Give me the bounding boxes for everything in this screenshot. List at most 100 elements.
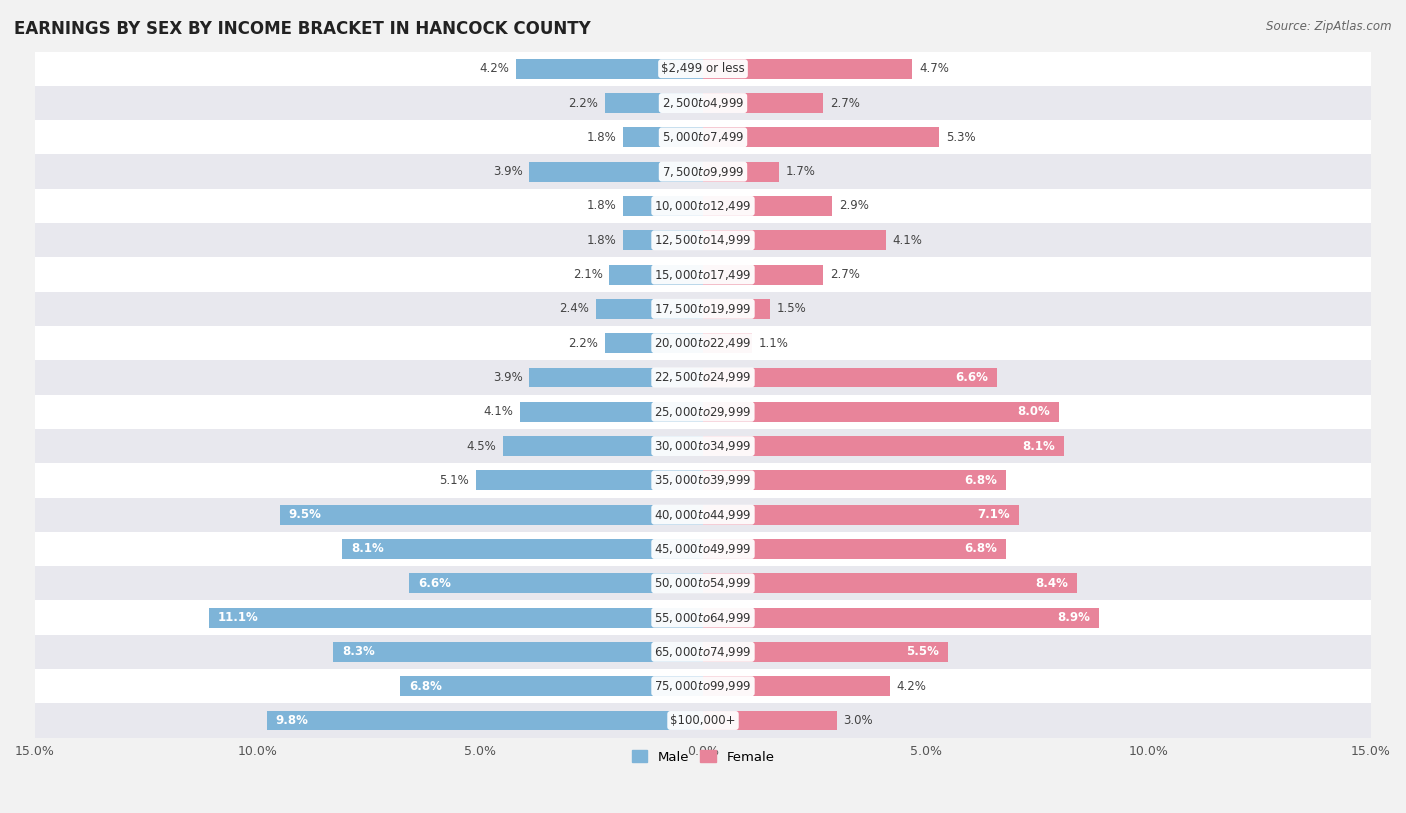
Bar xyxy=(703,642,948,662)
Bar xyxy=(703,128,939,147)
Bar xyxy=(703,676,890,696)
Text: $30,000 to $34,999: $30,000 to $34,999 xyxy=(654,439,752,453)
Text: $25,000 to $29,999: $25,000 to $29,999 xyxy=(654,405,752,419)
Text: 8.0%: 8.0% xyxy=(1018,405,1050,418)
Bar xyxy=(267,711,703,730)
Text: 2.4%: 2.4% xyxy=(560,302,589,315)
Text: 3.0%: 3.0% xyxy=(844,714,873,727)
Bar xyxy=(35,120,1371,154)
Bar xyxy=(35,601,1371,635)
Text: $7,500 to $9,999: $7,500 to $9,999 xyxy=(662,165,744,179)
Text: 8.9%: 8.9% xyxy=(1057,611,1091,624)
Bar xyxy=(208,607,703,628)
Text: 5.3%: 5.3% xyxy=(946,131,976,144)
Bar xyxy=(703,230,886,250)
Bar xyxy=(333,642,703,662)
Text: 8.3%: 8.3% xyxy=(342,646,375,659)
Bar xyxy=(35,498,1371,532)
Text: 7.1%: 7.1% xyxy=(977,508,1011,521)
Text: 8.4%: 8.4% xyxy=(1035,576,1069,589)
Bar xyxy=(280,505,703,524)
Bar xyxy=(35,566,1371,601)
Bar xyxy=(605,333,703,353)
Bar xyxy=(35,258,1371,292)
Text: $2,499 or less: $2,499 or less xyxy=(661,63,745,76)
Text: 6.8%: 6.8% xyxy=(965,474,997,487)
Bar xyxy=(703,264,824,285)
Bar xyxy=(409,573,703,593)
Bar xyxy=(703,299,770,319)
Bar xyxy=(35,463,1371,498)
Bar xyxy=(529,367,703,388)
Text: 1.7%: 1.7% xyxy=(786,165,815,178)
Text: 1.1%: 1.1% xyxy=(759,337,789,350)
Text: 1.5%: 1.5% xyxy=(776,302,806,315)
Bar xyxy=(35,154,1371,189)
Bar xyxy=(703,93,824,113)
Text: $5,000 to $7,499: $5,000 to $7,499 xyxy=(662,130,744,145)
Bar xyxy=(605,93,703,113)
Text: 9.5%: 9.5% xyxy=(288,508,322,521)
Text: 6.6%: 6.6% xyxy=(955,371,988,384)
Text: $2,500 to $4,999: $2,500 to $4,999 xyxy=(662,96,744,110)
Bar xyxy=(623,230,703,250)
Text: 1.8%: 1.8% xyxy=(586,234,616,247)
Bar xyxy=(35,189,1371,223)
Text: $20,000 to $22,499: $20,000 to $22,499 xyxy=(654,336,752,350)
Text: 4.1%: 4.1% xyxy=(893,234,922,247)
Bar xyxy=(596,299,703,319)
Text: $100,000+: $100,000+ xyxy=(671,714,735,727)
Text: $55,000 to $64,999: $55,000 to $64,999 xyxy=(654,611,752,624)
Bar xyxy=(703,573,1077,593)
Text: 6.6%: 6.6% xyxy=(418,576,451,589)
Text: $17,500 to $19,999: $17,500 to $19,999 xyxy=(654,302,752,316)
Bar xyxy=(703,607,1099,628)
Bar xyxy=(35,669,1371,703)
Text: 2.7%: 2.7% xyxy=(830,268,860,281)
Bar xyxy=(703,711,837,730)
Text: 8.1%: 8.1% xyxy=(352,542,384,555)
Bar xyxy=(703,333,752,353)
Bar xyxy=(35,86,1371,120)
Bar xyxy=(703,367,997,388)
Text: 2.7%: 2.7% xyxy=(830,97,860,110)
Bar xyxy=(703,471,1005,490)
Text: 3.9%: 3.9% xyxy=(494,165,523,178)
Text: 2.1%: 2.1% xyxy=(572,268,603,281)
Bar xyxy=(703,59,912,79)
Bar xyxy=(35,326,1371,360)
Bar xyxy=(35,532,1371,566)
Text: 6.8%: 6.8% xyxy=(965,542,997,555)
Text: 9.8%: 9.8% xyxy=(276,714,308,727)
Text: 2.2%: 2.2% xyxy=(568,337,599,350)
Text: 2.2%: 2.2% xyxy=(568,97,599,110)
Text: 4.1%: 4.1% xyxy=(484,405,513,418)
Bar xyxy=(35,360,1371,394)
Text: $40,000 to $44,999: $40,000 to $44,999 xyxy=(654,507,752,522)
Text: 8.1%: 8.1% xyxy=(1022,440,1054,453)
Bar xyxy=(35,223,1371,258)
Bar xyxy=(342,539,703,559)
Text: $50,000 to $54,999: $50,000 to $54,999 xyxy=(654,576,752,590)
Bar xyxy=(35,703,1371,737)
Text: 4.2%: 4.2% xyxy=(897,680,927,693)
Bar xyxy=(703,162,779,181)
Text: 1.8%: 1.8% xyxy=(586,131,616,144)
Text: 1.8%: 1.8% xyxy=(586,199,616,212)
Text: Source: ZipAtlas.com: Source: ZipAtlas.com xyxy=(1267,20,1392,33)
Text: 11.1%: 11.1% xyxy=(218,611,259,624)
Bar xyxy=(703,196,832,216)
Text: $22,500 to $24,999: $22,500 to $24,999 xyxy=(654,371,752,385)
Text: $65,000 to $74,999: $65,000 to $74,999 xyxy=(654,645,752,659)
Bar xyxy=(35,635,1371,669)
Bar xyxy=(35,292,1371,326)
Text: $75,000 to $99,999: $75,000 to $99,999 xyxy=(654,679,752,693)
Bar xyxy=(516,59,703,79)
Text: $35,000 to $39,999: $35,000 to $39,999 xyxy=(654,473,752,487)
Bar xyxy=(520,402,703,422)
Bar xyxy=(35,51,1371,86)
Text: 4.2%: 4.2% xyxy=(479,63,509,76)
Bar xyxy=(35,429,1371,463)
Bar xyxy=(35,394,1371,429)
Bar xyxy=(703,539,1005,559)
